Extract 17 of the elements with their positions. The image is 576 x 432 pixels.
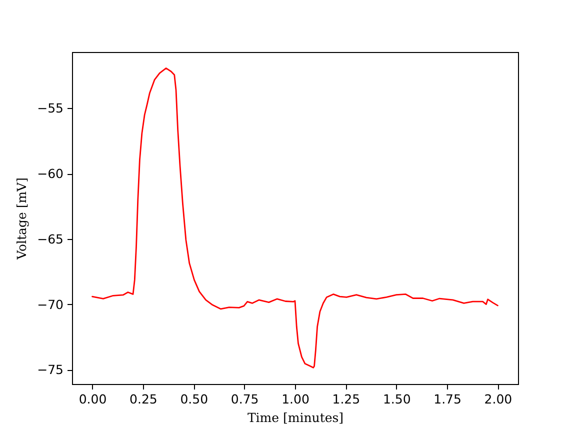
y-axis-title: Voltage [mV]	[14, 178, 30, 260]
x-tick-label: 1.25	[332, 392, 360, 406]
y-tick-label: −70	[37, 296, 64, 312]
x-tick-label: 0.00	[78, 392, 107, 406]
line-series	[92, 68, 498, 368]
x-tick-label: 2.00	[484, 392, 512, 406]
y-tick-label: −75	[37, 362, 64, 378]
y-tick-label: −55	[37, 100, 64, 116]
x-tick-label: 1.50	[382, 392, 411, 406]
y-tick-label: −65	[37, 231, 64, 246]
x-tick-label: 0.25	[130, 392, 158, 406]
x-tick-label: 0.50	[180, 392, 208, 406]
x-axis-title: Time [minutes]	[247, 410, 344, 425]
y-tick-label: −60	[37, 166, 64, 182]
x-tick-label: 1.75	[434, 392, 462, 406]
x-tick-label: 0.75	[230, 392, 259, 406]
x-tick-label: 1.00	[282, 392, 310, 406]
